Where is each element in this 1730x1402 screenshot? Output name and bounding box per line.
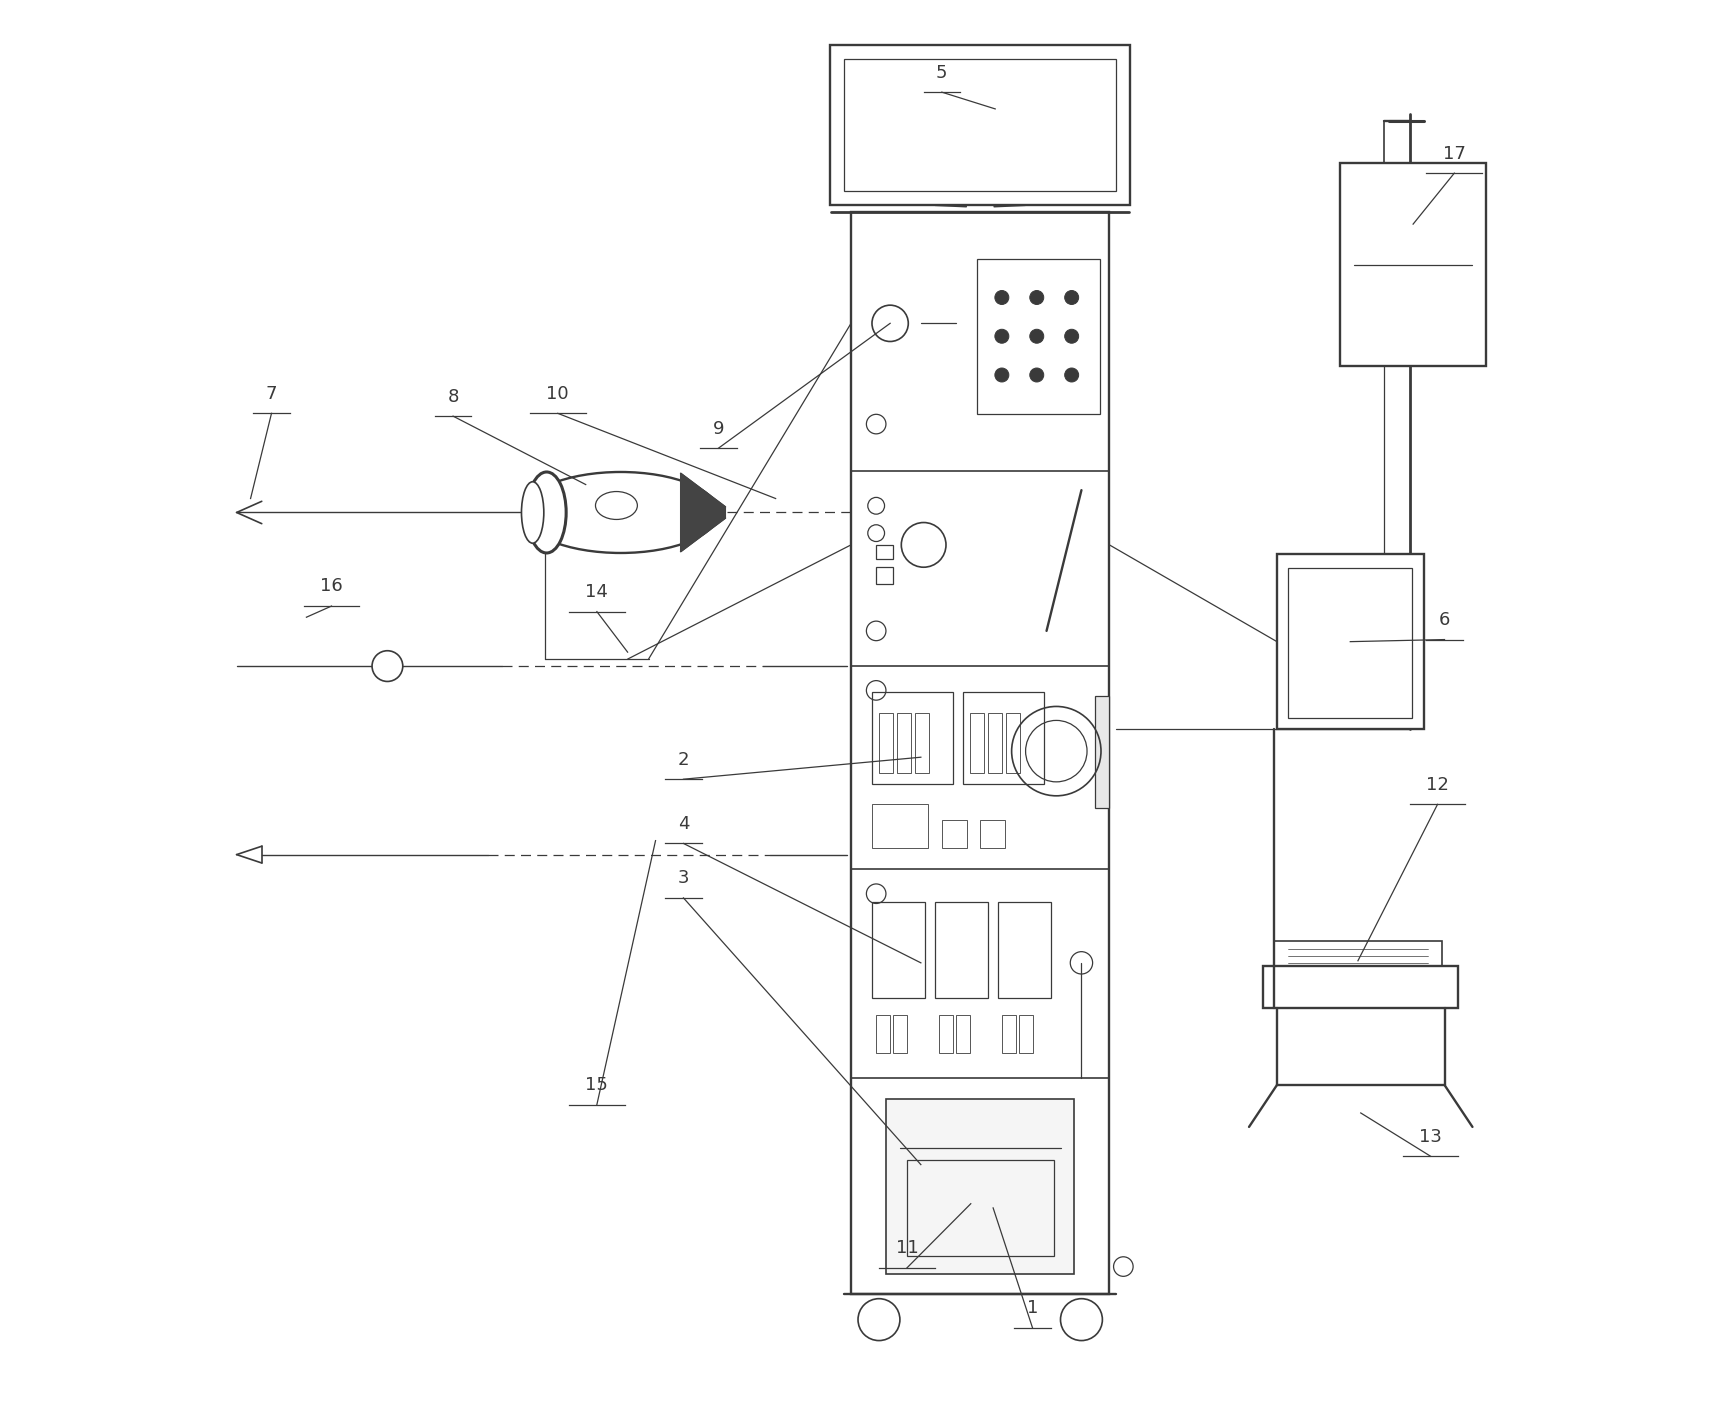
Circle shape: [1029, 329, 1043, 343]
Circle shape: [1060, 1298, 1102, 1340]
Text: 13: 13: [1419, 1127, 1443, 1145]
Polygon shape: [680, 474, 725, 551]
Bar: [907, 1159, 1054, 1256]
Text: 2: 2: [678, 750, 689, 768]
Text: 16: 16: [320, 578, 343, 596]
Bar: [875, 568, 893, 585]
Ellipse shape: [521, 482, 543, 543]
Bar: [1398, 694, 1420, 722]
Text: 10: 10: [547, 384, 569, 402]
Bar: [915, 712, 929, 774]
Bar: [979, 820, 1005, 848]
Ellipse shape: [528, 472, 566, 552]
Circle shape: [1029, 367, 1043, 381]
Bar: [872, 803, 927, 848]
Bar: [875, 1015, 891, 1053]
Bar: [851, 212, 1109, 1294]
Bar: [1002, 1015, 1016, 1053]
Bar: [971, 712, 984, 774]
Bar: [1095, 697, 1109, 808]
Circle shape: [995, 367, 1009, 381]
Bar: [1263, 966, 1458, 1008]
Bar: [893, 1015, 907, 1053]
Bar: [830, 45, 1130, 205]
Bar: [934, 901, 988, 998]
Bar: [879, 712, 893, 774]
Bar: [1019, 1015, 1033, 1053]
Circle shape: [1029, 290, 1043, 304]
Bar: [875, 544, 893, 558]
Bar: [977, 259, 1100, 414]
Bar: [941, 820, 967, 848]
Text: 15: 15: [585, 1075, 609, 1094]
Bar: [1289, 568, 1412, 718]
Bar: [955, 1015, 971, 1053]
Text: 7: 7: [266, 384, 277, 402]
Bar: [898, 712, 912, 774]
Circle shape: [372, 651, 403, 681]
Text: 5: 5: [936, 63, 948, 81]
Bar: [939, 1015, 953, 1053]
Bar: [844, 59, 1116, 191]
Text: 12: 12: [1426, 775, 1450, 794]
Text: 6: 6: [1439, 611, 1450, 629]
Circle shape: [1064, 367, 1080, 381]
Circle shape: [1114, 1256, 1133, 1276]
Bar: [886, 1099, 1074, 1273]
Text: 9: 9: [713, 419, 725, 437]
Text: 14: 14: [585, 583, 609, 601]
Bar: [988, 712, 1002, 774]
Circle shape: [858, 1298, 900, 1340]
Bar: [872, 901, 926, 998]
Ellipse shape: [522, 472, 718, 552]
Circle shape: [995, 329, 1009, 343]
Bar: [1277, 554, 1424, 729]
Text: 17: 17: [1443, 144, 1465, 163]
Text: 3: 3: [678, 869, 689, 887]
Text: 8: 8: [448, 387, 458, 405]
Circle shape: [1064, 329, 1080, 343]
Bar: [998, 901, 1050, 998]
Bar: [1275, 941, 1441, 980]
Text: 11: 11: [896, 1239, 919, 1258]
Bar: [1007, 712, 1021, 774]
Bar: [1339, 164, 1486, 366]
Bar: [872, 693, 953, 784]
Circle shape: [995, 290, 1009, 304]
Text: 4: 4: [678, 815, 689, 833]
Bar: [964, 693, 1043, 784]
Text: 1: 1: [1028, 1300, 1038, 1318]
Circle shape: [1064, 290, 1080, 304]
